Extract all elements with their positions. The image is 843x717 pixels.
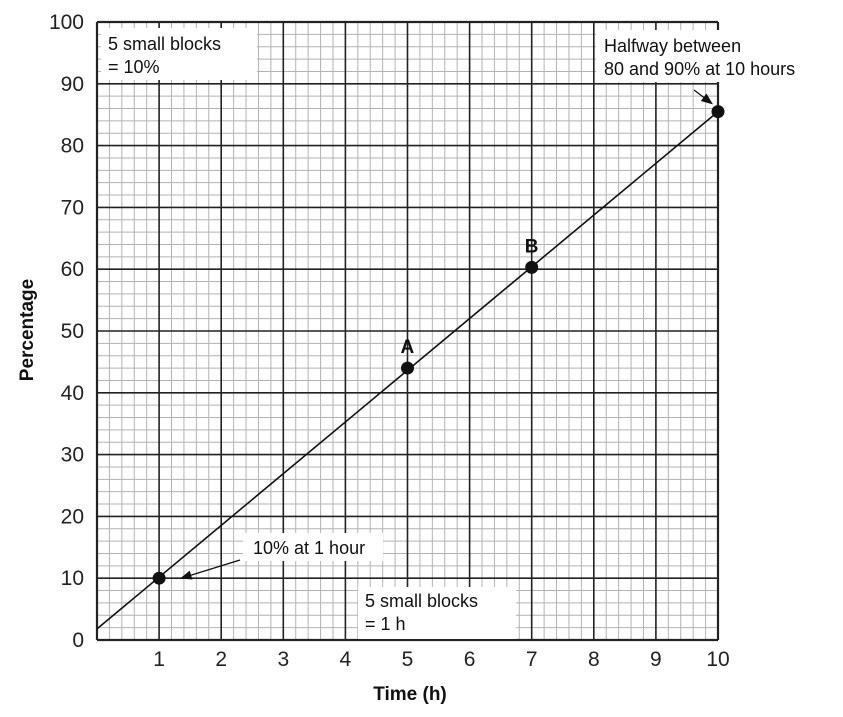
- annotation-halfway-arrow: [693, 89, 713, 105]
- annotation-x-scale-text: 5 small blocks: [365, 591, 478, 611]
- annotation-halfway-text: Halfway between: [604, 36, 741, 56]
- annotation-y-scale-text: = 10%: [108, 57, 160, 77]
- annotation-10-percent-arrow: [179, 559, 241, 580]
- point-label-b: B: [525, 236, 539, 257]
- trend-series: AB: [96, 105, 725, 630]
- y-tick-label: 20: [61, 505, 84, 528]
- x-tick-label: 3: [277, 648, 289, 671]
- x-tick-label: 6: [464, 648, 476, 671]
- annotation-10-percent-box: [243, 533, 383, 561]
- annotations: 10% at 1 hour Halfway between 80 and 90% a…: [101, 28, 835, 639]
- x-tick-label: 9: [650, 648, 662, 671]
- y-tick-label: 40: [61, 382, 84, 405]
- data-point: [525, 260, 539, 274]
- y-tick-label: 70: [61, 196, 84, 219]
- x-tick-label: 10: [706, 648, 729, 671]
- x-tick-label: 1: [153, 648, 165, 671]
- annotation-x-scale-box: [358, 587, 516, 639]
- y-tick-label: 90: [61, 73, 84, 96]
- annotation-halfway-box: [596, 30, 835, 82]
- y-tick-label: 10: [61, 567, 84, 590]
- annotation-y-scale-box: [101, 28, 257, 80]
- point-label-a: A: [401, 337, 415, 358]
- y-tick-label: 60: [61, 258, 84, 281]
- x-tick-label: 2: [215, 648, 227, 671]
- x-tick-label: 8: [588, 648, 600, 671]
- y-axis-title: Percentage: [17, 279, 38, 381]
- major-grid: [95, 20, 720, 642]
- data-point: [152, 571, 166, 585]
- annotation-y-scale-text: 5 small blocks: [108, 34, 221, 54]
- data-point: [401, 361, 414, 375]
- y-tick-label: 80: [61, 135, 84, 158]
- y-tick-label: 50: [61, 320, 84, 343]
- annotation-halfway-text: 80 and 90% at 10 hours: [604, 59, 795, 79]
- x-tick-label: 7: [526, 648, 538, 671]
- x-axis-title: Time (h): [373, 684, 447, 705]
- y-tick-label: 0: [72, 629, 84, 652]
- annotation-10-percent-text: 10% at 1 hour: [253, 538, 365, 558]
- x-tick-label: 4: [340, 648, 352, 671]
- annotation-x-scale-text: = 1 h: [365, 614, 406, 634]
- y-tick-label: 30: [61, 444, 84, 467]
- x-tick-label: 5: [402, 648, 414, 671]
- data-point: [711, 105, 725, 119]
- y-tick-label: 100: [49, 11, 84, 34]
